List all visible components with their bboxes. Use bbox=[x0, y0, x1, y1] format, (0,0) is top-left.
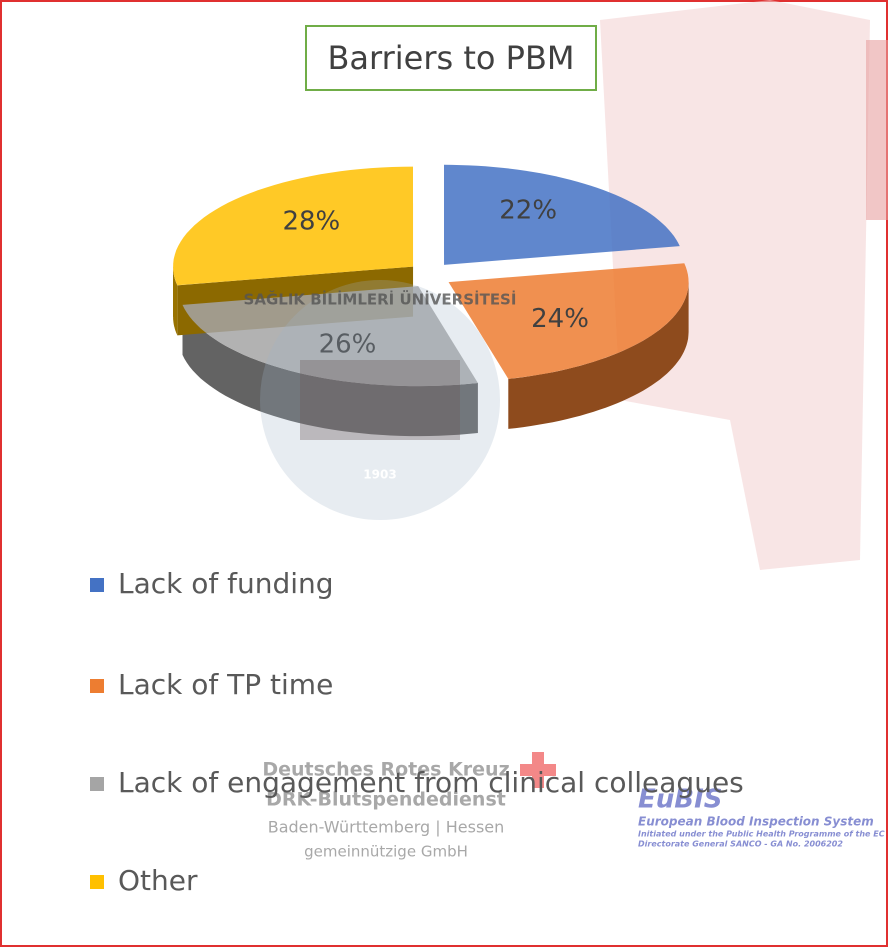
slice-side bbox=[182, 304, 478, 437]
data-label: 26% bbox=[319, 330, 377, 360]
legend-label: Other bbox=[118, 864, 198, 897]
legend-label: Lack of engagement from clinical colleag… bbox=[118, 766, 744, 799]
legend-swatch bbox=[90, 777, 104, 791]
data-label: 22% bbox=[499, 195, 557, 225]
drk-text: gemeinnützige GmbH bbox=[304, 843, 468, 861]
drk-text: Baden-Württemberg | Hessen bbox=[268, 818, 505, 837]
legend-swatch bbox=[90, 578, 104, 592]
slice bbox=[173, 166, 414, 286]
legend: Lack of funding Lack of TP time Lack of en… bbox=[90, 567, 744, 897]
slice-side bbox=[173, 266, 178, 336]
seal-building bbox=[300, 360, 460, 440]
eubis-text: EuBIS bbox=[638, 785, 723, 815]
legend-label: Lack of funding bbox=[118, 567, 334, 600]
data-label: 24% bbox=[531, 304, 589, 334]
legend-swatch bbox=[90, 875, 104, 889]
red-cross bbox=[520, 752, 556, 788]
watermarks: SAĞLIK BİLİMLERİ ÜNİVERSİTESİ 1903 Deutsch… bbox=[244, 280, 885, 861]
pie: 22% 24% 26% 28% bbox=[173, 164, 689, 437]
eubis-text: Directorate General SANCO - GA No. 20062… bbox=[638, 840, 843, 849]
legend-label: Lack of TP time bbox=[118, 668, 333, 701]
drk-text: DRK-Blutspendedienst bbox=[266, 789, 506, 811]
slice bbox=[182, 286, 478, 387]
background-shape bbox=[866, 40, 888, 220]
eubis-text: Initiated under the Public Health Progra… bbox=[638, 830, 885, 839]
slice bbox=[444, 164, 680, 265]
eubis-text: European Blood Inspection System bbox=[638, 815, 874, 829]
background-shape bbox=[600, 0, 870, 570]
legend-swatch bbox=[90, 679, 104, 693]
chart-title: Barriers to PBM bbox=[327, 39, 574, 77]
slice-side bbox=[508, 282, 689, 429]
data-label: 28% bbox=[282, 206, 340, 236]
drk-text: Deutsches Rotes Kreuz bbox=[262, 759, 509, 781]
seal bbox=[260, 280, 500, 520]
seal-year: 1903 bbox=[363, 468, 396, 482]
slice bbox=[448, 263, 689, 379]
title-box bbox=[305, 25, 597, 91]
seal-text: SAĞLIK BİLİMLERİ ÜNİVERSİTESİ bbox=[244, 290, 517, 309]
